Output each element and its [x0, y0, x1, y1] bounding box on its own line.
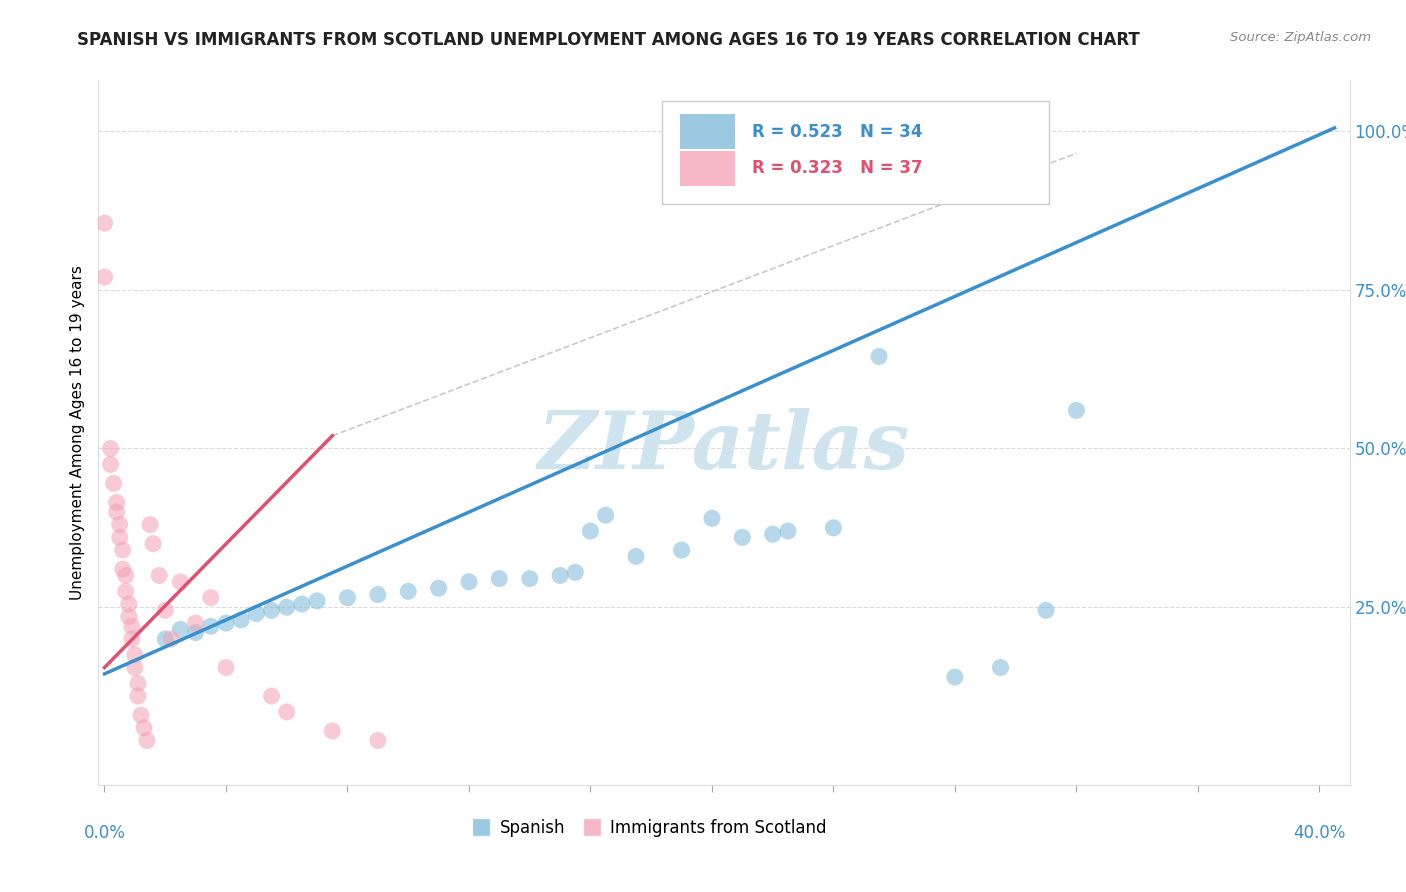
Point [215, 616, 238, 631]
Point [215, 660, 238, 674]
Point [124, 660, 146, 674]
Point [108, 517, 131, 532]
Point [519, 572, 541, 586]
Point [1066, 403, 1088, 417]
Point [367, 587, 389, 601]
Point [1035, 603, 1057, 617]
Point [579, 524, 602, 538]
Point [276, 705, 298, 719]
Point [427, 581, 450, 595]
Point [111, 543, 134, 558]
Point [868, 350, 890, 364]
Point [100, 442, 122, 456]
Point [148, 568, 170, 582]
Text: R = 0.523   N = 34: R = 0.523 N = 34 [752, 123, 922, 141]
FancyBboxPatch shape [681, 151, 735, 186]
Point [121, 619, 143, 633]
Point [121, 632, 143, 646]
Y-axis label: Unemployment Among Ages 16 to 19 years: Unemployment Among Ages 16 to 19 years [69, 265, 84, 600]
Point [367, 733, 389, 747]
Point [184, 625, 207, 640]
Text: R = 0.323   N = 37: R = 0.323 N = 37 [752, 160, 922, 178]
Point [103, 476, 125, 491]
Point [105, 495, 128, 509]
Point [124, 648, 146, 662]
Point [111, 562, 134, 576]
Point [93, 216, 115, 230]
Point [100, 458, 122, 472]
Point [276, 600, 298, 615]
Point [105, 505, 128, 519]
FancyBboxPatch shape [681, 114, 735, 149]
Point [990, 660, 1012, 674]
Point [129, 708, 152, 723]
Point [823, 521, 845, 535]
Text: 0.0%: 0.0% [83, 824, 125, 842]
Point [671, 543, 693, 558]
Point [200, 591, 222, 605]
Point [245, 607, 267, 621]
Point [762, 527, 785, 541]
Point [595, 508, 617, 523]
Point [127, 676, 149, 690]
Point [291, 597, 314, 611]
Point [142, 537, 165, 551]
Point [307, 594, 329, 608]
Point [93, 270, 115, 285]
Point [132, 721, 155, 735]
Point [488, 572, 510, 586]
Point [114, 568, 136, 582]
Point [200, 619, 222, 633]
Point [114, 584, 136, 599]
Text: ZIPatlas: ZIPatlas [538, 408, 910, 485]
Point [155, 632, 177, 646]
Point [136, 733, 159, 747]
Text: SPANISH VS IMMIGRANTS FROM SCOTLAND UNEMPLOYMENT AMONG AGES 16 TO 19 YEARS CORRE: SPANISH VS IMMIGRANTS FROM SCOTLAND UNEM… [77, 31, 1140, 49]
Point [155, 603, 177, 617]
Point [396, 584, 419, 599]
Point [118, 597, 141, 611]
Point [169, 623, 191, 637]
Text: Source: ZipAtlas.com: Source: ZipAtlas.com [1230, 31, 1371, 45]
Point [108, 530, 131, 544]
Point [943, 670, 966, 684]
Point [118, 609, 141, 624]
Point [184, 616, 207, 631]
Point [231, 613, 253, 627]
Point [139, 517, 162, 532]
Point [458, 574, 481, 589]
Point [564, 566, 586, 580]
Legend: Spanish, Immigrants from Scotland: Spanish, Immigrants from Scotland [464, 813, 834, 844]
Point [624, 549, 647, 564]
Point [548, 568, 571, 582]
Point [260, 603, 283, 617]
Point [321, 724, 343, 739]
Point [169, 574, 191, 589]
Point [160, 632, 183, 646]
Point [731, 530, 754, 544]
Text: 40.0%: 40.0% [1294, 824, 1346, 842]
Point [336, 591, 359, 605]
Point [700, 511, 723, 525]
Point [776, 524, 799, 538]
FancyBboxPatch shape [661, 102, 1049, 203]
Point [260, 689, 283, 703]
Point [127, 689, 149, 703]
